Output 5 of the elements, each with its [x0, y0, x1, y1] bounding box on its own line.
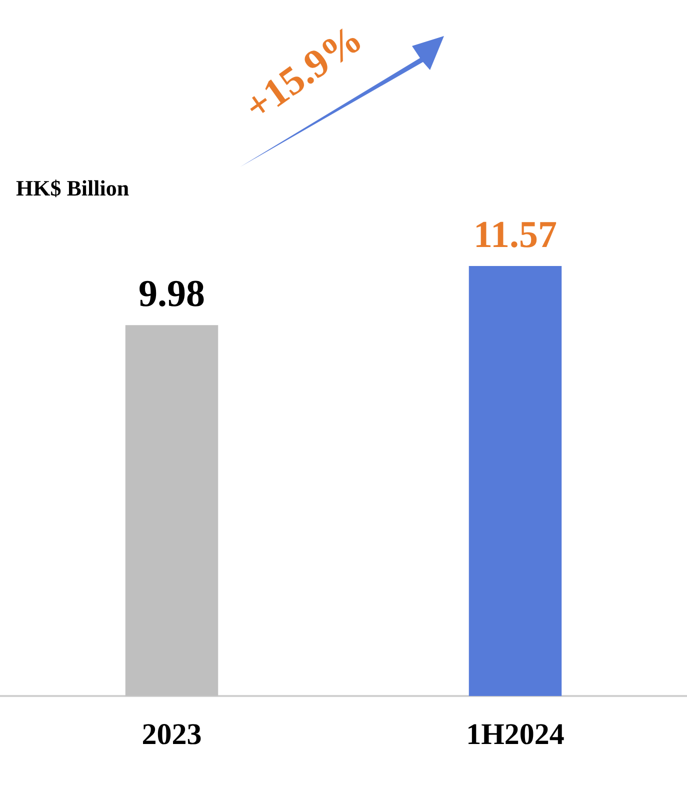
y-axis-title: HK$ Billion: [16, 176, 130, 201]
x-tick-label: 2023: [142, 718, 202, 751]
data-label: 11.57: [474, 214, 557, 256]
data-label: 9.98: [138, 272, 205, 315]
x-tick-label: 1H2024: [466, 718, 564, 751]
